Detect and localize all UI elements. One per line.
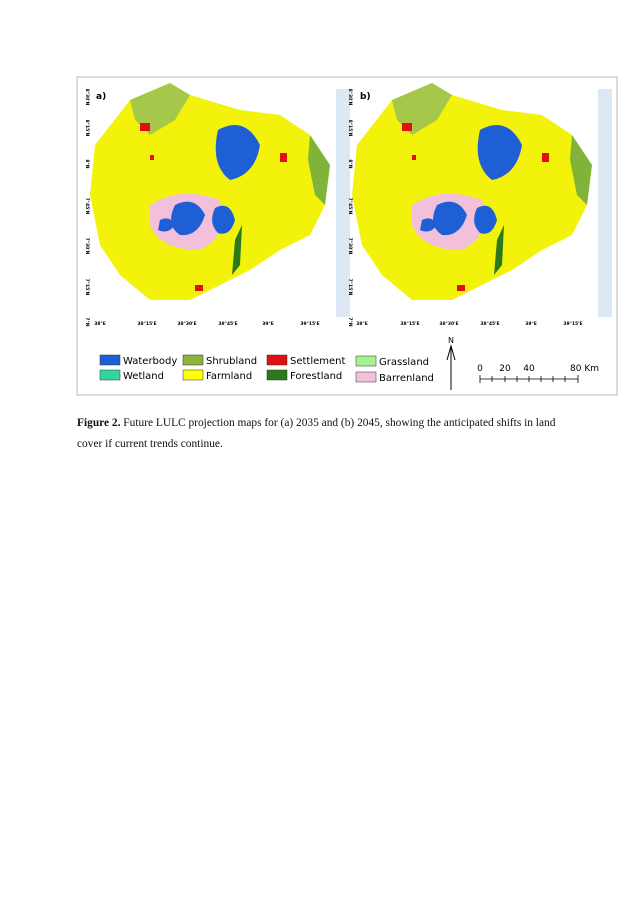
lon-label: 38°E: [356, 321, 368, 327]
legend-swatch: [355, 355, 377, 367]
lon-label: 38°45'E: [480, 321, 499, 327]
panel-label: b): [360, 92, 371, 102]
legend-swatch: [182, 369, 204, 381]
lon-label: 38°30'E: [177, 321, 196, 327]
legend-swatch: [182, 354, 204, 366]
lat-label: 8°30'N: [347, 89, 353, 106]
legend-label: Farmland: [206, 371, 252, 382]
figure-frame: [76, 76, 618, 396]
lat-label: 8°N: [84, 159, 90, 168]
legend-label: Forestland: [290, 371, 342, 382]
lat-label: 7°15'N: [84, 279, 90, 296]
lat-label: 7°N: [84, 317, 90, 326]
caption: Figure 2. Future LULC projection maps fo…: [77, 413, 569, 455]
lon-label: 39°15'E: [300, 321, 319, 327]
lon-label: 38°15'E: [137, 321, 156, 327]
lat-label: 8°N: [347, 159, 353, 168]
lon-label: 39°E: [525, 321, 537, 327]
caption-text: Future LULC projection maps for (a) 2035…: [77, 417, 556, 450]
legend-label: Settlement: [290, 356, 346, 367]
map-b: [352, 83, 612, 317]
lat-label: 7°30'N: [84, 238, 90, 255]
legend-swatch: [266, 369, 288, 381]
scale-label: 0: [477, 364, 483, 374]
map-a: [90, 83, 350, 317]
panel-label: a): [96, 92, 106, 102]
lon-label: 38°45'E: [218, 321, 237, 327]
figure: a)8°30'N8°15'N8°N7°45'N7°30'N7°15'N7°N 38…: [76, 76, 618, 396]
lon-label: 38°15'E: [400, 321, 419, 327]
north-label: N: [448, 336, 454, 345]
lon-label: 38°E: [94, 321, 106, 327]
legend-label: Shrubland: [206, 356, 257, 367]
lat-label: 7°15'N: [347, 279, 353, 296]
legend-swatch: [266, 354, 288, 366]
lat-label: 8°30'N: [84, 89, 90, 106]
legend-label: Wetland: [123, 371, 164, 382]
legend-swatch: [99, 354, 121, 366]
lat-label: 8°15'N: [84, 120, 90, 137]
lon-label: 39°E: [262, 321, 274, 327]
scale-label: 40: [523, 364, 535, 374]
north-arrow: [446, 344, 456, 390]
caption-label: Figure 2.: [77, 417, 121, 429]
scale-bar: [479, 375, 579, 383]
lat-label: 7°30'N: [347, 238, 353, 255]
legend-label: Grassland: [379, 357, 429, 368]
lon-label: 38°30'E: [439, 321, 458, 327]
scale-label: 80 Km: [570, 364, 599, 374]
legend-label: Barrenland: [379, 373, 434, 384]
lat-label: 8°15'N: [347, 120, 353, 137]
lon-label: 39°15'E: [563, 321, 582, 327]
legend-swatch: [355, 371, 377, 383]
legend-label: Waterbody: [123, 356, 177, 367]
lat-label: 7°45'N: [84, 198, 90, 215]
scale-label: 20: [499, 364, 511, 374]
lat-label: 7°N: [347, 317, 353, 326]
legend-swatch: [99, 369, 121, 381]
lat-label: 7°45'N: [347, 198, 353, 215]
